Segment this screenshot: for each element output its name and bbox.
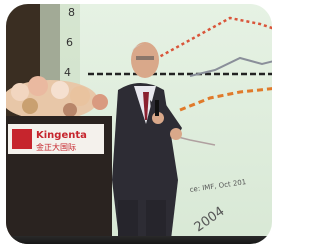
axis-label: 4 <box>64 66 71 79</box>
brand-name-cn: 金正大国际 <box>36 142 76 152</box>
axis-label: 8 <box>68 6 75 19</box>
stage-floor <box>0 236 278 248</box>
logo-mark <box>12 129 32 149</box>
photo-content: 8 6 4 ce: IMF, Oct 201 2004 Kingenta 金正大… <box>0 0 278 248</box>
brand-name: Kingenta <box>36 130 87 141</box>
axis-label: 6 <box>66 36 73 49</box>
photo: 8 6 4 ce: IMF, Oct 201 2004 Kingenta 金正大… <box>0 0 278 248</box>
page: 8 6 4 ce: IMF, Oct 201 2004 Kingenta 金正大… <box>0 0 278 248</box>
